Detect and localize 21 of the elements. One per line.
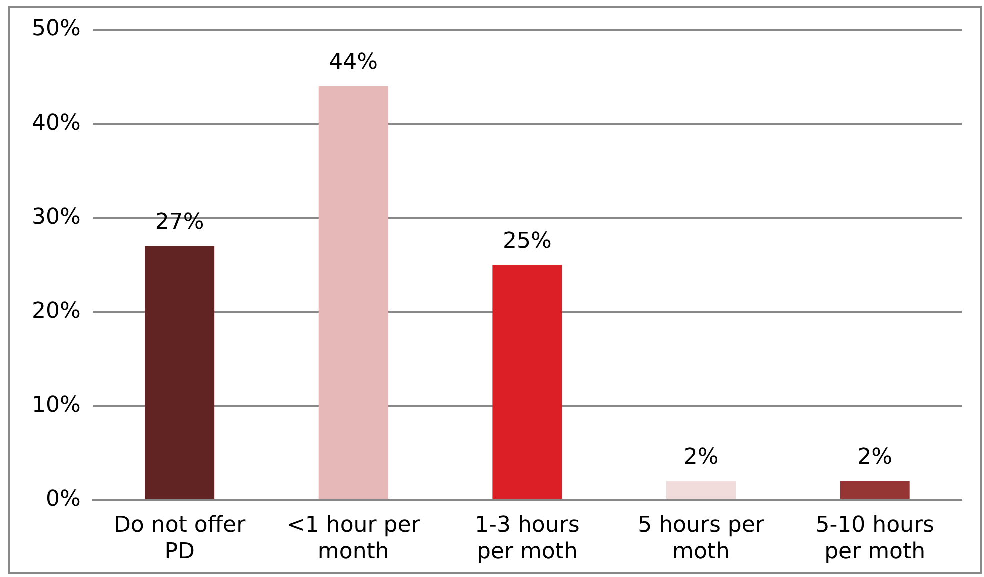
data-label: 2%: [684, 445, 719, 470]
y-tick-label: 0%: [46, 486, 81, 512]
x-tick-label: 5-10 hours per moth: [816, 513, 934, 565]
bar: [492, 265, 562, 500]
x-tick-label: Do not offer PD: [114, 513, 247, 565]
x-tick-label: <1 hour per month: [286, 513, 422, 565]
bar: [145, 246, 215, 500]
y-tick-label: 10%: [32, 392, 81, 418]
y-tick-label: 30%: [32, 204, 81, 230]
y-tick-label: 40%: [32, 110, 81, 136]
data-label: 25%: [502, 228, 552, 254]
bar: [666, 481, 736, 500]
y-tick-label: 50%: [32, 16, 81, 42]
data-label: 27%: [155, 210, 204, 236]
x-tick-label: 1-3 hours per moth: [475, 513, 580, 565]
bar: [840, 481, 910, 500]
y-tick-label: 20%: [32, 298, 81, 324]
data-label: 2%: [858, 445, 893, 470]
data-label: 44%: [329, 50, 378, 76]
bar: [318, 86, 388, 500]
x-tick-label: 5 hours per moth: [638, 513, 766, 565]
